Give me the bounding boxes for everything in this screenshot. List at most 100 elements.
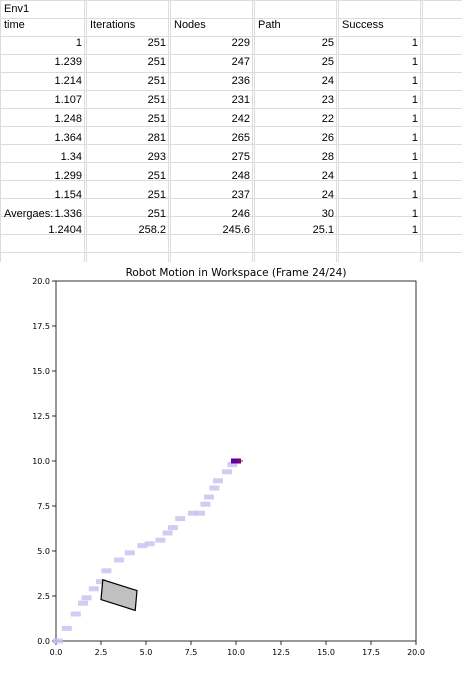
success-cell[interactable]: 1	[411, 189, 418, 201]
path-cell[interactable]: 24	[321, 189, 334, 201]
time-cell[interactable]: 1.214	[54, 75, 82, 87]
average-time-cell[interactable]: 1.2404	[48, 224, 82, 236]
path-cell[interactable]: 24	[321, 170, 334, 182]
x-tick-label: 10.0	[227, 648, 245, 657]
table-row: 1.107 251 231 23 1	[0, 91, 462, 109]
average-iterations-cell[interactable]: 258.2	[138, 224, 166, 236]
success-cell[interactable]: 1	[411, 151, 418, 163]
success-cell[interactable]: 1	[411, 37, 418, 49]
x-tick-label: 5.0	[140, 648, 153, 657]
average-nodes-cell[interactable]: 245.6	[222, 224, 250, 236]
path-cell[interactable]: 26	[321, 132, 334, 144]
env-title-cell[interactable]: Env1	[4, 3, 30, 15]
embedded-chart[interactable]: Robot Motion in Workspace (Frame 24/24) …	[0, 262, 462, 670]
path-cell[interactable]: 22	[321, 113, 334, 125]
nodes-cell[interactable]: 275	[231, 151, 250, 163]
success-cell[interactable]: 1	[411, 132, 418, 144]
trail-point	[52, 638, 63, 644]
x-tick-label: 0.0	[50, 648, 63, 657]
time-cell[interactable]: 1.336	[54, 208, 82, 220]
header-cell-nodes[interactable]: Nodes	[174, 19, 206, 31]
trail-point	[70, 611, 81, 617]
iterations-cell[interactable]: 293	[147, 151, 166, 163]
y-tick-label: 20.0	[32, 277, 50, 286]
success-cell[interactable]: 1	[411, 170, 418, 182]
trail-point	[114, 557, 124, 563]
trail-point	[155, 537, 166, 543]
average-path-cell[interactable]: 25.1	[312, 224, 334, 236]
y-tick-label: 7.5	[37, 502, 50, 511]
path-cell[interactable]: 24	[321, 75, 334, 87]
nodes-cell[interactable]: 247	[231, 56, 250, 68]
table-row: 1.299 251 248 24 1	[0, 167, 462, 185]
nodes-cell[interactable]: 242	[231, 113, 250, 125]
time-cell[interactable]: 1.248	[54, 113, 82, 125]
averages-row: 1.2404 258.2 245.6 25.1 1	[0, 221, 462, 239]
iterations-cell[interactable]: 251	[147, 189, 166, 201]
trail-point	[195, 510, 205, 516]
iterations-cell[interactable]: 251	[147, 94, 166, 106]
nodes-cell[interactable]: 236	[231, 75, 250, 87]
iterations-cell[interactable]: 251	[147, 208, 166, 220]
iterations-cell[interactable]: 251	[147, 37, 166, 49]
trail-point	[204, 494, 214, 500]
nodes-cell[interactable]: 231	[231, 94, 250, 106]
trail-point	[162, 530, 173, 536]
time-cell[interactable]: 1.299	[54, 170, 82, 182]
path-cell[interactable]: 30	[321, 208, 334, 220]
iterations-cell[interactable]: 251	[147, 75, 166, 87]
y-tick-label: 0.0	[37, 637, 50, 646]
time-cell[interactable]: 1.107	[54, 94, 82, 106]
success-cell[interactable]: 1	[411, 113, 418, 125]
trail-point	[168, 525, 178, 531]
path-cell[interactable]: 23	[321, 94, 334, 106]
y-tick-label: 2.5	[37, 592, 50, 601]
header-cell-path[interactable]: Path	[258, 19, 281, 31]
header-cell-iterations[interactable]: Iterations	[90, 19, 136, 31]
time-cell[interactable]: 1.34	[60, 151, 82, 163]
path-cell[interactable]: 25	[321, 56, 334, 68]
nodes-cell[interactable]: 248	[231, 170, 250, 182]
x-tick-label: 2.5	[95, 648, 108, 657]
iterations-cell[interactable]: 281	[147, 132, 166, 144]
trail-point	[78, 600, 88, 606]
path-cell[interactable]: 28	[321, 151, 334, 163]
average-success-cell[interactable]: 1	[411, 224, 418, 236]
averages-label-cell[interactable]: Avergaes:	[4, 208, 54, 220]
trail-point	[175, 516, 186, 522]
table-row: 1.248 251 242 22 1	[0, 110, 462, 128]
y-tick-label: 10.0	[32, 457, 50, 466]
success-cell[interactable]: 1	[411, 208, 418, 220]
nodes-cell[interactable]: 265	[231, 132, 250, 144]
header-cell-success[interactable]: Success	[342, 19, 384, 31]
iterations-cell[interactable]: 251	[147, 113, 166, 125]
robot-motion-chart: Robot Motion in Workspace (Frame 24/24) …	[32, 267, 425, 657]
nodes-cell[interactable]: 246	[231, 208, 250, 220]
table-row: 1.364 281 265 26 1	[0, 129, 462, 147]
table-row: 1.214 251 236 24 1	[0, 72, 462, 90]
time-cell[interactable]: 1	[75, 37, 82, 49]
nodes-cell[interactable]: 229	[231, 37, 250, 49]
header-cell-time[interactable]: time	[4, 19, 25, 31]
trail-point	[144, 541, 155, 547]
obstacle-polygon	[100, 579, 138, 612]
table-row: 1.239 251 247 25 1	[0, 53, 462, 71]
averages-label-row: Avergaes:	[0, 205, 462, 223]
trail-point	[187, 510, 198, 516]
success-cell[interactable]: 1	[411, 94, 418, 106]
time-cell[interactable]: 1.364	[54, 132, 82, 144]
trail-point	[101, 568, 112, 574]
trail-point	[200, 501, 211, 507]
trail-point	[213, 478, 223, 484]
path-cell[interactable]: 25	[321, 37, 334, 49]
success-cell[interactable]: 1	[411, 56, 418, 68]
x-tick-label: 15.0	[317, 648, 335, 657]
table-row: 1.154 251 237 24 1	[0, 186, 462, 204]
iterations-cell[interactable]: 251	[147, 170, 166, 182]
time-cell[interactable]: 1.239	[54, 56, 82, 68]
time-cell[interactable]: 1.154	[54, 189, 82, 201]
trail-point	[61, 625, 72, 631]
iterations-cell[interactable]: 251	[147, 56, 166, 68]
success-cell[interactable]: 1	[411, 75, 418, 87]
nodes-cell[interactable]: 237	[231, 189, 250, 201]
